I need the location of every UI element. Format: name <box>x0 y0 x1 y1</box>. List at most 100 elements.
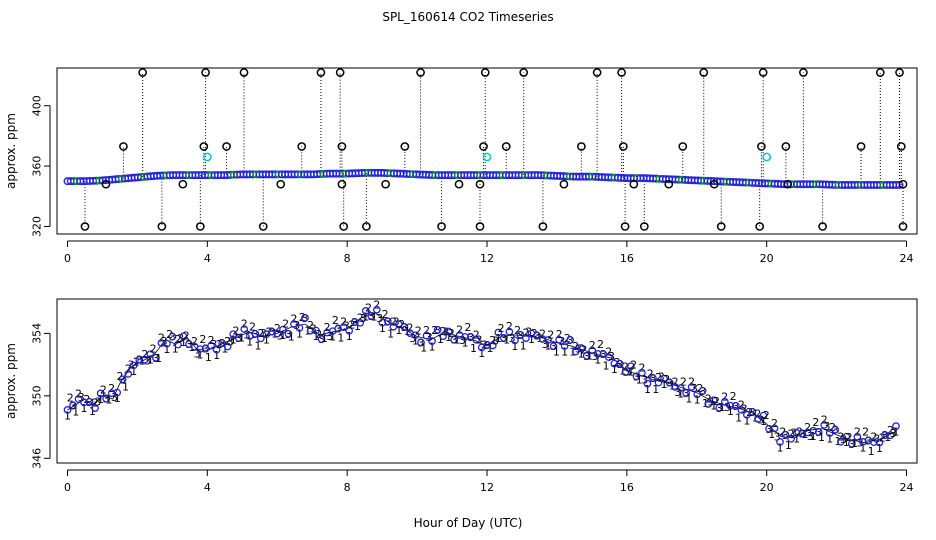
glyph-point: 3 <box>359 312 366 325</box>
series-point <box>350 318 359 326</box>
series-point <box>671 383 679 391</box>
glyph-point: 3 <box>616 358 623 371</box>
series-point <box>234 334 243 342</box>
series-point <box>367 312 376 320</box>
y-tick-label: 360 <box>31 156 44 177</box>
glyph-point: 2 <box>862 426 869 439</box>
series-point <box>472 335 481 344</box>
glyph-point: 2 <box>680 376 687 389</box>
glyph-point: 1 <box>760 415 767 428</box>
glyph-point: 2 <box>713 395 720 408</box>
series-point <box>229 330 238 339</box>
series-point <box>604 353 613 362</box>
glyph-point: 3 <box>384 315 391 328</box>
spike-point <box>592 68 602 77</box>
spike-point <box>199 142 209 151</box>
glyph-point: 2 <box>324 321 331 334</box>
spike-point <box>501 142 511 151</box>
glyph-point: 1 <box>81 402 88 415</box>
glyph-point: 3 <box>152 352 159 365</box>
glyph-point: 3 <box>774 430 781 443</box>
glyph-point: 1 <box>130 365 137 378</box>
glyph-point: 3 <box>749 406 756 419</box>
series-point <box>439 332 447 341</box>
glyph-point: 1 <box>97 393 104 406</box>
series-point <box>433 326 442 334</box>
series-point <box>96 389 105 398</box>
spike-point <box>276 179 286 189</box>
series-point <box>538 335 547 343</box>
glyph-point: 2 <box>506 320 513 333</box>
glyph-point: 2 <box>812 416 819 429</box>
glyph-point: 2 <box>589 339 596 352</box>
series-point <box>781 430 790 439</box>
glyph-point: 2 <box>307 319 314 332</box>
spike-point <box>480 68 490 77</box>
glyph-point: 2 <box>141 348 148 361</box>
glyph-point: 2 <box>638 361 645 374</box>
glyph-point: 2 <box>257 327 264 340</box>
glyph-point: 2 <box>721 390 728 403</box>
series-point <box>118 375 127 384</box>
series-point <box>356 318 365 327</box>
glyph-point: 3 <box>70 399 77 412</box>
glyph-point: 1 <box>462 336 469 349</box>
glyph-point: 1 <box>793 432 800 445</box>
series-point <box>218 339 226 347</box>
glyph-point: 1 <box>230 334 237 347</box>
series-point <box>80 398 88 407</box>
spike-point <box>437 222 446 231</box>
series-point <box>196 345 204 353</box>
glyph-point: 1 <box>694 394 701 407</box>
spike-point <box>239 68 249 77</box>
glyph-point: 1 <box>163 343 170 356</box>
series-point <box>676 384 685 392</box>
spike-point <box>454 179 464 189</box>
glyph-point: 1 <box>437 333 444 346</box>
glyph-point: 3 <box>343 320 350 333</box>
glyph-point: 2 <box>382 308 389 321</box>
glyph-point: 1 <box>545 339 552 352</box>
spike-point <box>201 68 210 77</box>
glyph-point: 2 <box>473 328 480 341</box>
glyph-point: 1 <box>876 442 883 455</box>
glyph-point: 3 <box>782 429 789 442</box>
glyph-point: 1 <box>89 405 96 418</box>
glyph-point: 2 <box>92 397 99 410</box>
glyph-point: 1 <box>238 331 245 344</box>
glyph-point: 1 <box>387 328 394 341</box>
glyph-point: 1 <box>172 342 179 355</box>
glyph-point: 2 <box>837 430 844 443</box>
glyph-point: 1 <box>288 331 295 344</box>
glyph-point: 1 <box>337 331 344 344</box>
spike-point <box>577 142 586 151</box>
series-point <box>372 305 381 314</box>
glyph-point: 3 <box>823 420 830 433</box>
glyph-point: 1 <box>818 431 825 444</box>
glyph-point: 3 <box>633 370 640 383</box>
glyph-point: 3 <box>600 348 607 361</box>
spike-point <box>222 142 231 151</box>
series-point <box>836 437 845 446</box>
series-point <box>886 431 895 440</box>
series-point <box>582 352 591 360</box>
glyph-point: 1 <box>321 332 328 345</box>
y-tick-label: 346 <box>31 448 44 469</box>
glyph-point: 2 <box>75 388 82 401</box>
bottom-marks: 1231231231231231231231231231231231231231… <box>63 298 900 458</box>
glyph-point: 2 <box>282 317 289 330</box>
glyph-point: 2 <box>183 330 190 343</box>
glyph-point: 1 <box>246 335 253 348</box>
series-point <box>726 401 735 410</box>
glyph-point: 2 <box>448 327 455 340</box>
x-tick-label: 24 <box>900 252 914 265</box>
spike-point <box>758 68 768 77</box>
series-point <box>461 333 470 341</box>
bottom-plot-frame <box>56 298 918 464</box>
series-point <box>847 439 856 448</box>
x-tick-label: 4 <box>204 252 211 265</box>
series-point <box>417 338 425 347</box>
glyph-point: 2 <box>357 311 364 324</box>
series-point <box>814 428 823 436</box>
series-point <box>384 317 392 326</box>
